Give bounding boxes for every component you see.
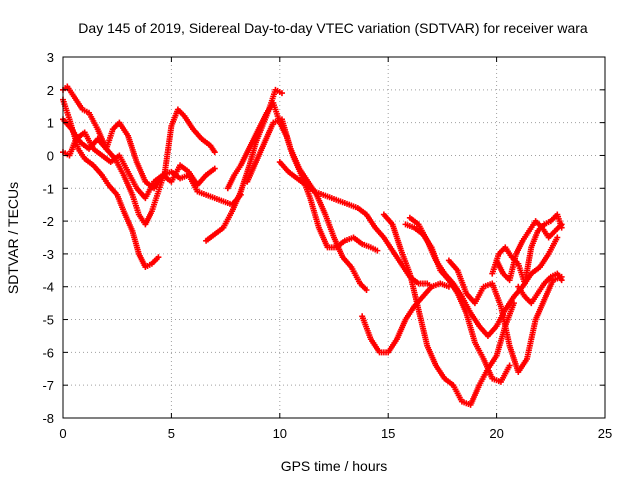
x-tick-label: 20: [489, 426, 503, 441]
y-tick-label: -8: [42, 411, 54, 426]
data-series-12: [406, 214, 561, 339]
y-tick-label: 2: [47, 83, 54, 98]
y-tick-label: -1: [42, 181, 54, 196]
series-markers: [515, 270, 565, 307]
y-tick-label: -3: [42, 247, 54, 262]
y-axis-label: SDTVAR / TECUs: [5, 182, 21, 294]
x-tick-label: 25: [598, 426, 612, 441]
y-tick-label: 1: [47, 116, 54, 131]
y-tick-label: -2: [42, 214, 54, 229]
series-markers: [406, 214, 561, 339]
y-tick-label: -5: [42, 313, 54, 328]
data-series-16: [515, 270, 565, 307]
data-series-9: [359, 280, 452, 356]
x-axis-label: GPS time / hours: [281, 458, 388, 474]
series-markers: [203, 86, 285, 244]
y-tick-label: -4: [42, 280, 54, 295]
data-points: [60, 83, 565, 408]
plot-frame: [62, 56, 606, 419]
series-markers: [445, 257, 565, 376]
data-series-7: [244, 116, 370, 294]
x-tick-label: 5: [168, 426, 175, 441]
y-tick-label: -6: [42, 345, 54, 360]
x-tick-label: 0: [59, 426, 66, 441]
series-markers: [489, 211, 565, 287]
y-tick-label: 3: [47, 50, 54, 65]
series-markers: [244, 116, 370, 294]
data-series-15: [493, 218, 565, 284]
y-tick-label: -7: [42, 378, 54, 393]
series-markers: [359, 280, 452, 356]
x-tick-label: 15: [381, 426, 395, 441]
chart-title: Day 145 of 2019, Sidereal Day-to-day VTE…: [78, 20, 588, 36]
series-markers: [493, 218, 565, 284]
x-tick-label: 10: [273, 426, 287, 441]
data-series-14: [489, 211, 565, 287]
data-series-5: [203, 86, 285, 244]
y-tick-label: 0: [47, 148, 54, 163]
data-series-13: [445, 257, 565, 376]
